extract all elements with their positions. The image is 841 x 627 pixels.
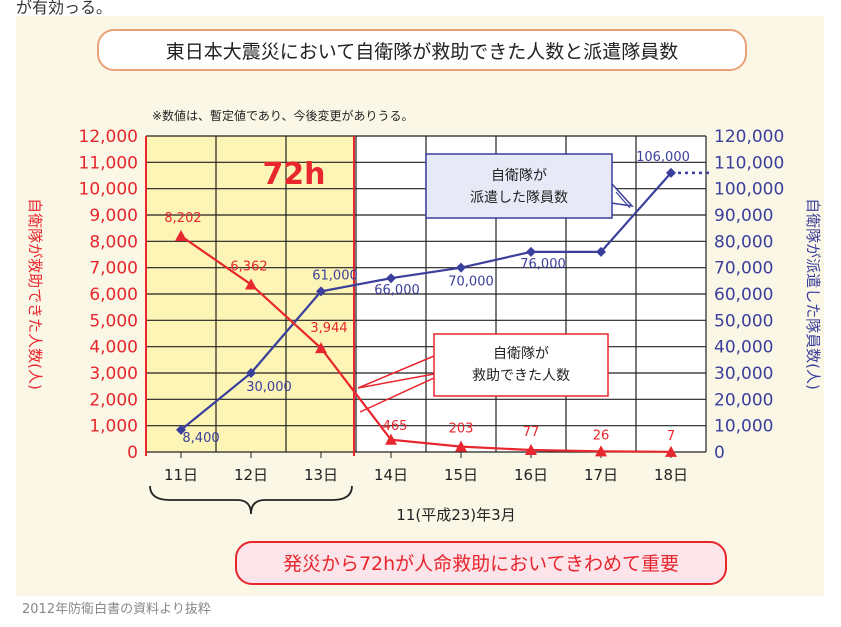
dispatched-data-label: 76,000 <box>520 257 566 272</box>
callout-dispatched-leader <box>615 191 631 209</box>
rescued-point <box>665 445 677 457</box>
right-axis-tick-label: 90,000 <box>714 206 773 226</box>
right-axis-tick-label: 120,000 <box>714 127 784 147</box>
series-line-dispatched <box>180 172 672 431</box>
rescued-data-label: 3,944 <box>310 321 347 336</box>
title-box <box>97 29 747 71</box>
callout-dispatched-box <box>425 153 613 219</box>
left-axis-tick-label: 3,000 <box>89 364 138 384</box>
dispatched-data-label: 106,000 <box>636 150 690 165</box>
rescued-data-label: 6,362 <box>230 259 267 274</box>
dispatched-data-label: 30,000 <box>246 380 292 395</box>
right-axis-tick-label: 110,000 <box>714 153 784 173</box>
bottom-banner-text: 発災から72hが人命救助においてきわめて重要 <box>283 553 679 575</box>
right-axis-label: 自衛隊が派遣した隊員数(人) <box>804 198 822 390</box>
rescued-data-label: 7 <box>667 429 675 444</box>
highlight-72h-label: 72h <box>262 157 325 192</box>
right-axis-tick-label: 100,000 <box>714 180 784 200</box>
chart-title: 東日本大震災において自衛隊が救助できた人数と派遣隊員数 <box>166 41 678 63</box>
dispatched-data-label: 66,000 <box>374 283 420 298</box>
dispatched-point <box>316 286 326 297</box>
right-axis-tick-label: 80,000 <box>714 232 773 252</box>
left-axis-tick-label: 0 <box>127 443 138 463</box>
left-axis-label: 自衛隊が救助できた人数(人) <box>26 198 44 390</box>
right-axis-tick-label: 70,000 <box>714 259 773 279</box>
left-axis-tick-label: 7,000 <box>89 259 138 279</box>
left-axis-tick-label: 12,000 <box>79 127 138 147</box>
rescued-point <box>175 230 187 242</box>
top-cut-text: が有効っる。 <box>16 0 113 17</box>
dispatched-point <box>456 262 466 273</box>
rescued-data-label: 465 <box>383 419 408 434</box>
callout-dispatched-line2: 派遣した隊員数 <box>470 190 568 206</box>
x-tick-label: 14日 <box>374 466 408 484</box>
right-axis-tick-label: 40,000 <box>714 338 773 358</box>
dispatched-point <box>176 424 186 435</box>
rescued-point <box>245 278 257 290</box>
dispatched-data-label: 70,000 <box>448 275 494 290</box>
x-tick-label: 11日 <box>164 466 198 484</box>
right-axis-tick-label: 10,000 <box>714 417 773 437</box>
x-tick-label: 18日 <box>654 466 688 484</box>
rescued-point <box>525 443 537 455</box>
chart-panel: 東日本大震災において自衛隊が救助できた人数と派遣隊員数 ※数値は、暫定値であり、今… <box>16 16 824 596</box>
rescued-data-label: 77 <box>523 425 540 440</box>
x-tick-label: 17日 <box>584 466 618 484</box>
x-axis-label: 11(平成23)年3月 <box>396 506 515 524</box>
dispatched-point <box>666 167 676 178</box>
chart-note: ※数値は、暫定値であり、今後変更がありうる。 <box>152 108 413 123</box>
callout-rescued-line1: 自衛隊が <box>493 346 549 362</box>
brace-72h <box>149 485 353 515</box>
rescued-point <box>385 433 397 445</box>
dispatched-data-label: 8,400 <box>182 431 219 446</box>
callout-rescued-line2: 救助できた人数 <box>472 368 570 384</box>
left-axis-tick-label: 4,000 <box>89 338 138 358</box>
right-axis-tick-label: 20,000 <box>714 390 773 410</box>
x-tick-label: 16日 <box>514 466 548 484</box>
left-axis-tick-label: 9,000 <box>89 206 138 226</box>
x-tick-label: 12日 <box>234 466 268 484</box>
bottom-banner-box <box>235 541 727 585</box>
left-axis-tick-label: 6,000 <box>89 285 138 305</box>
left-axis-tick-label: 8,000 <box>89 232 138 252</box>
x-tick-label: 15日 <box>444 466 478 484</box>
chart-svg: 東日本大震災において自衛隊が救助できた人数と派遣隊員数 ※数値は、暫定値であり、今… <box>26 29 822 585</box>
left-axis-tick-label: 1,000 <box>89 417 138 437</box>
left-axis-tick-label: 11,000 <box>79 153 138 173</box>
dispatched-data-label: 61,000 <box>312 268 358 283</box>
series-line-rescued <box>180 235 672 453</box>
x-tick-label: 13日 <box>304 466 338 484</box>
rescued-point <box>455 440 467 452</box>
dispatched-point <box>596 246 606 257</box>
dispatched-point <box>386 273 396 284</box>
right-axis-tick-label: 30,000 <box>714 364 773 384</box>
rescued-data-label: 8,202 <box>164 211 201 226</box>
right-axis-tick-label: 0 <box>714 443 725 463</box>
left-axis-tick-label: 2,000 <box>89 390 138 410</box>
right-axis-tick-label: 60,000 <box>714 285 773 305</box>
dispatched-point <box>526 246 536 257</box>
callout-rescued-box <box>433 333 609 397</box>
dispatched-point <box>246 368 256 378</box>
callout-rescued-pointer <box>357 355 435 389</box>
callout-dispatched-line1: 自衛隊が <box>491 168 547 184</box>
callout-rescued-leader <box>359 377 435 413</box>
right-axis-tick-label: 50,000 <box>714 311 773 331</box>
source-caption: 2012年防衛白書の資料より抜粋 <box>22 602 211 617</box>
left-axis-tick-label: 10,000 <box>79 180 138 200</box>
rescued-data-label: 203 <box>449 422 474 437</box>
rescued-data-label: 26 <box>593 428 610 443</box>
rescued-point <box>595 445 607 457</box>
rescued-point <box>315 342 327 354</box>
left-axis-tick-label: 5,000 <box>89 311 138 331</box>
